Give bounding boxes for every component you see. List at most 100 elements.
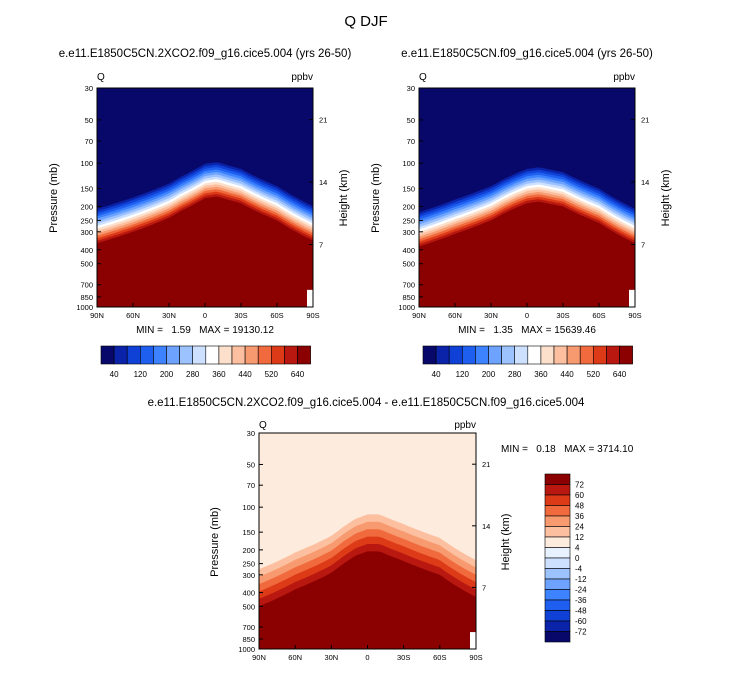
colorbar-swatch <box>231 345 246 365</box>
colorbar-label: 120 <box>456 370 470 379</box>
x-tick-label: 90S <box>628 311 641 320</box>
colorbar-swatch <box>448 345 463 365</box>
panel-diff-title: e.e11.E1850C5CN.2XCO2.f09_g16.cice5.004 … <box>148 397 585 409</box>
colorbar-swatch <box>422 345 437 365</box>
colorbar-swatch <box>540 345 555 365</box>
right-tick-label: 21 <box>641 116 649 125</box>
colorbar-swatch <box>192 345 207 365</box>
x-tick-label: 90S <box>306 311 319 320</box>
y-tick-label: 850 <box>402 293 415 302</box>
colorbar-label: 440 <box>560 370 574 379</box>
colorbar-swatch <box>100 345 115 365</box>
x-tick-label: 0 <box>525 311 529 320</box>
colorbar-label: 280 <box>186 370 200 379</box>
x-tick-label: 60S <box>270 311 283 320</box>
colorbar-label: -12 <box>575 575 587 584</box>
colorbar-swatch <box>488 345 502 365</box>
colorbar-swatch <box>544 599 571 611</box>
colorbar-label: 440 <box>238 370 252 379</box>
colorbar-label: 48 <box>575 502 584 511</box>
y-tick-label: 70 <box>247 481 255 490</box>
y-tick-label: 700 <box>80 281 93 290</box>
colorbar-label: 640 <box>291 370 305 379</box>
y-tick-label: 300 <box>80 228 93 237</box>
colorbar-swatch <box>544 473 571 485</box>
x-tick-label: 30S <box>234 311 247 320</box>
colorbar-swatch <box>544 515 571 527</box>
colorbar-swatch <box>544 631 571 643</box>
panel-a-units: ppbv <box>291 72 313 83</box>
x-tick-label: 30N <box>484 311 498 320</box>
y-tick-label: 200 <box>80 202 93 211</box>
right-tick-label: 7 <box>641 241 645 250</box>
colorbar-label: -48 <box>575 607 587 616</box>
y-tick-label: 500 <box>402 260 415 269</box>
panel-diff-stats: MIN = 0.18 MAX = 3714.10 <box>501 444 634 455</box>
y-tick-label: 70 <box>407 137 415 146</box>
panel-diff-ylabel-right: Height (km) <box>500 514 512 571</box>
y-tick-label: 1000 <box>238 645 255 654</box>
panel-a-title: e.e11.E1850C5CN.2XCO2.f09_g16.cice5.004 … <box>59 48 352 60</box>
colorbar-swatch <box>218 345 233 365</box>
x-tick-label: 90S <box>469 653 482 662</box>
colorbar-label: -24 <box>575 586 587 595</box>
x-tick-label: 90N <box>90 311 104 320</box>
panel-b-ylabel: Pressure (mb) <box>370 163 382 233</box>
panel-b-title: e.e11.E1850C5CN.f09_g16.cice5.004 (yrs 2… <box>401 48 653 60</box>
panel-b-ylabel-right: Height (km) <box>660 170 672 227</box>
y-tick-label: 1000 <box>76 303 93 312</box>
panel-a: e.e11.E1850C5CN.2XCO2.f09_g16.cice5.004 … <box>48 48 351 379</box>
x-tick-label: 30S <box>397 653 410 662</box>
colorbar-label: 40 <box>432 370 441 379</box>
colorbar-label: 360 <box>534 370 548 379</box>
panel-a-stats: MIN = 1.59 MAX = 19130.12 <box>136 325 274 336</box>
y-tick-label: 50 <box>247 460 255 469</box>
x-tick-label: 60S <box>433 653 446 662</box>
colorbar-label: 120 <box>134 370 148 379</box>
y-tick-label: 400 <box>80 246 93 255</box>
right-tick-label: 7 <box>319 241 323 250</box>
x-tick-label: 90N <box>412 311 426 320</box>
x-tick-label: 60N <box>448 311 462 320</box>
colorbar-swatch <box>553 345 568 365</box>
colorbar-swatch <box>140 345 154 365</box>
panel-a-left-label: Q <box>97 72 105 83</box>
colorbar-label: 12 <box>575 533 584 542</box>
colorbar-swatch <box>179 345 194 365</box>
y-tick-label: 850 <box>242 635 255 644</box>
x-tick-label: 60N <box>288 653 302 662</box>
colorbar-swatch <box>606 345 620 365</box>
x-tick-label: 0 <box>203 311 207 320</box>
colorbar-label: -72 <box>575 628 587 637</box>
y-tick-label: 70 <box>85 137 93 146</box>
panel-b-colorbar: 40 120 200 280 360 440 520 640 <box>422 345 633 379</box>
y-tick-label: 250 <box>80 216 93 225</box>
x-tick-label: 60N <box>126 311 140 320</box>
colorbar-swatch <box>544 568 571 580</box>
colorbar-swatch <box>501 345 516 365</box>
panel-diff-ylabel: Pressure (mb) <box>209 507 221 577</box>
y-tick-label: 50 <box>85 116 93 125</box>
colorbar-label: -4 <box>575 565 583 574</box>
colorbar-swatch <box>284 345 298 365</box>
panel-diff-plot: 3050701001502002503004005007008501000211… <box>238 429 490 662</box>
colorbar-label: 36 <box>575 512 584 521</box>
colorbar-swatch <box>544 557 571 569</box>
colorbar-label: 360 <box>212 370 226 379</box>
right-tick-label: 7 <box>482 583 486 592</box>
colorbar-swatch <box>619 345 633 365</box>
panel-b-plot: 3050701001502002503004005007008501000211… <box>398 84 649 320</box>
colorbar-swatch <box>270 345 285 365</box>
y-tick-label: 1000 <box>398 303 415 312</box>
x-tick-label: 60S <box>592 311 605 320</box>
y-tick-label: 150 <box>242 528 255 537</box>
contour-core <box>97 203 313 307</box>
y-tick-label: 150 <box>402 185 415 194</box>
colorbar-swatch <box>153 345 167 365</box>
colorbar-label: 200 <box>160 370 174 379</box>
panel-a-plot: 3050701001502002503004005007008501000211… <box>76 84 327 320</box>
figure-title: Q DJF <box>344 13 387 30</box>
colorbar-swatch <box>544 547 571 559</box>
